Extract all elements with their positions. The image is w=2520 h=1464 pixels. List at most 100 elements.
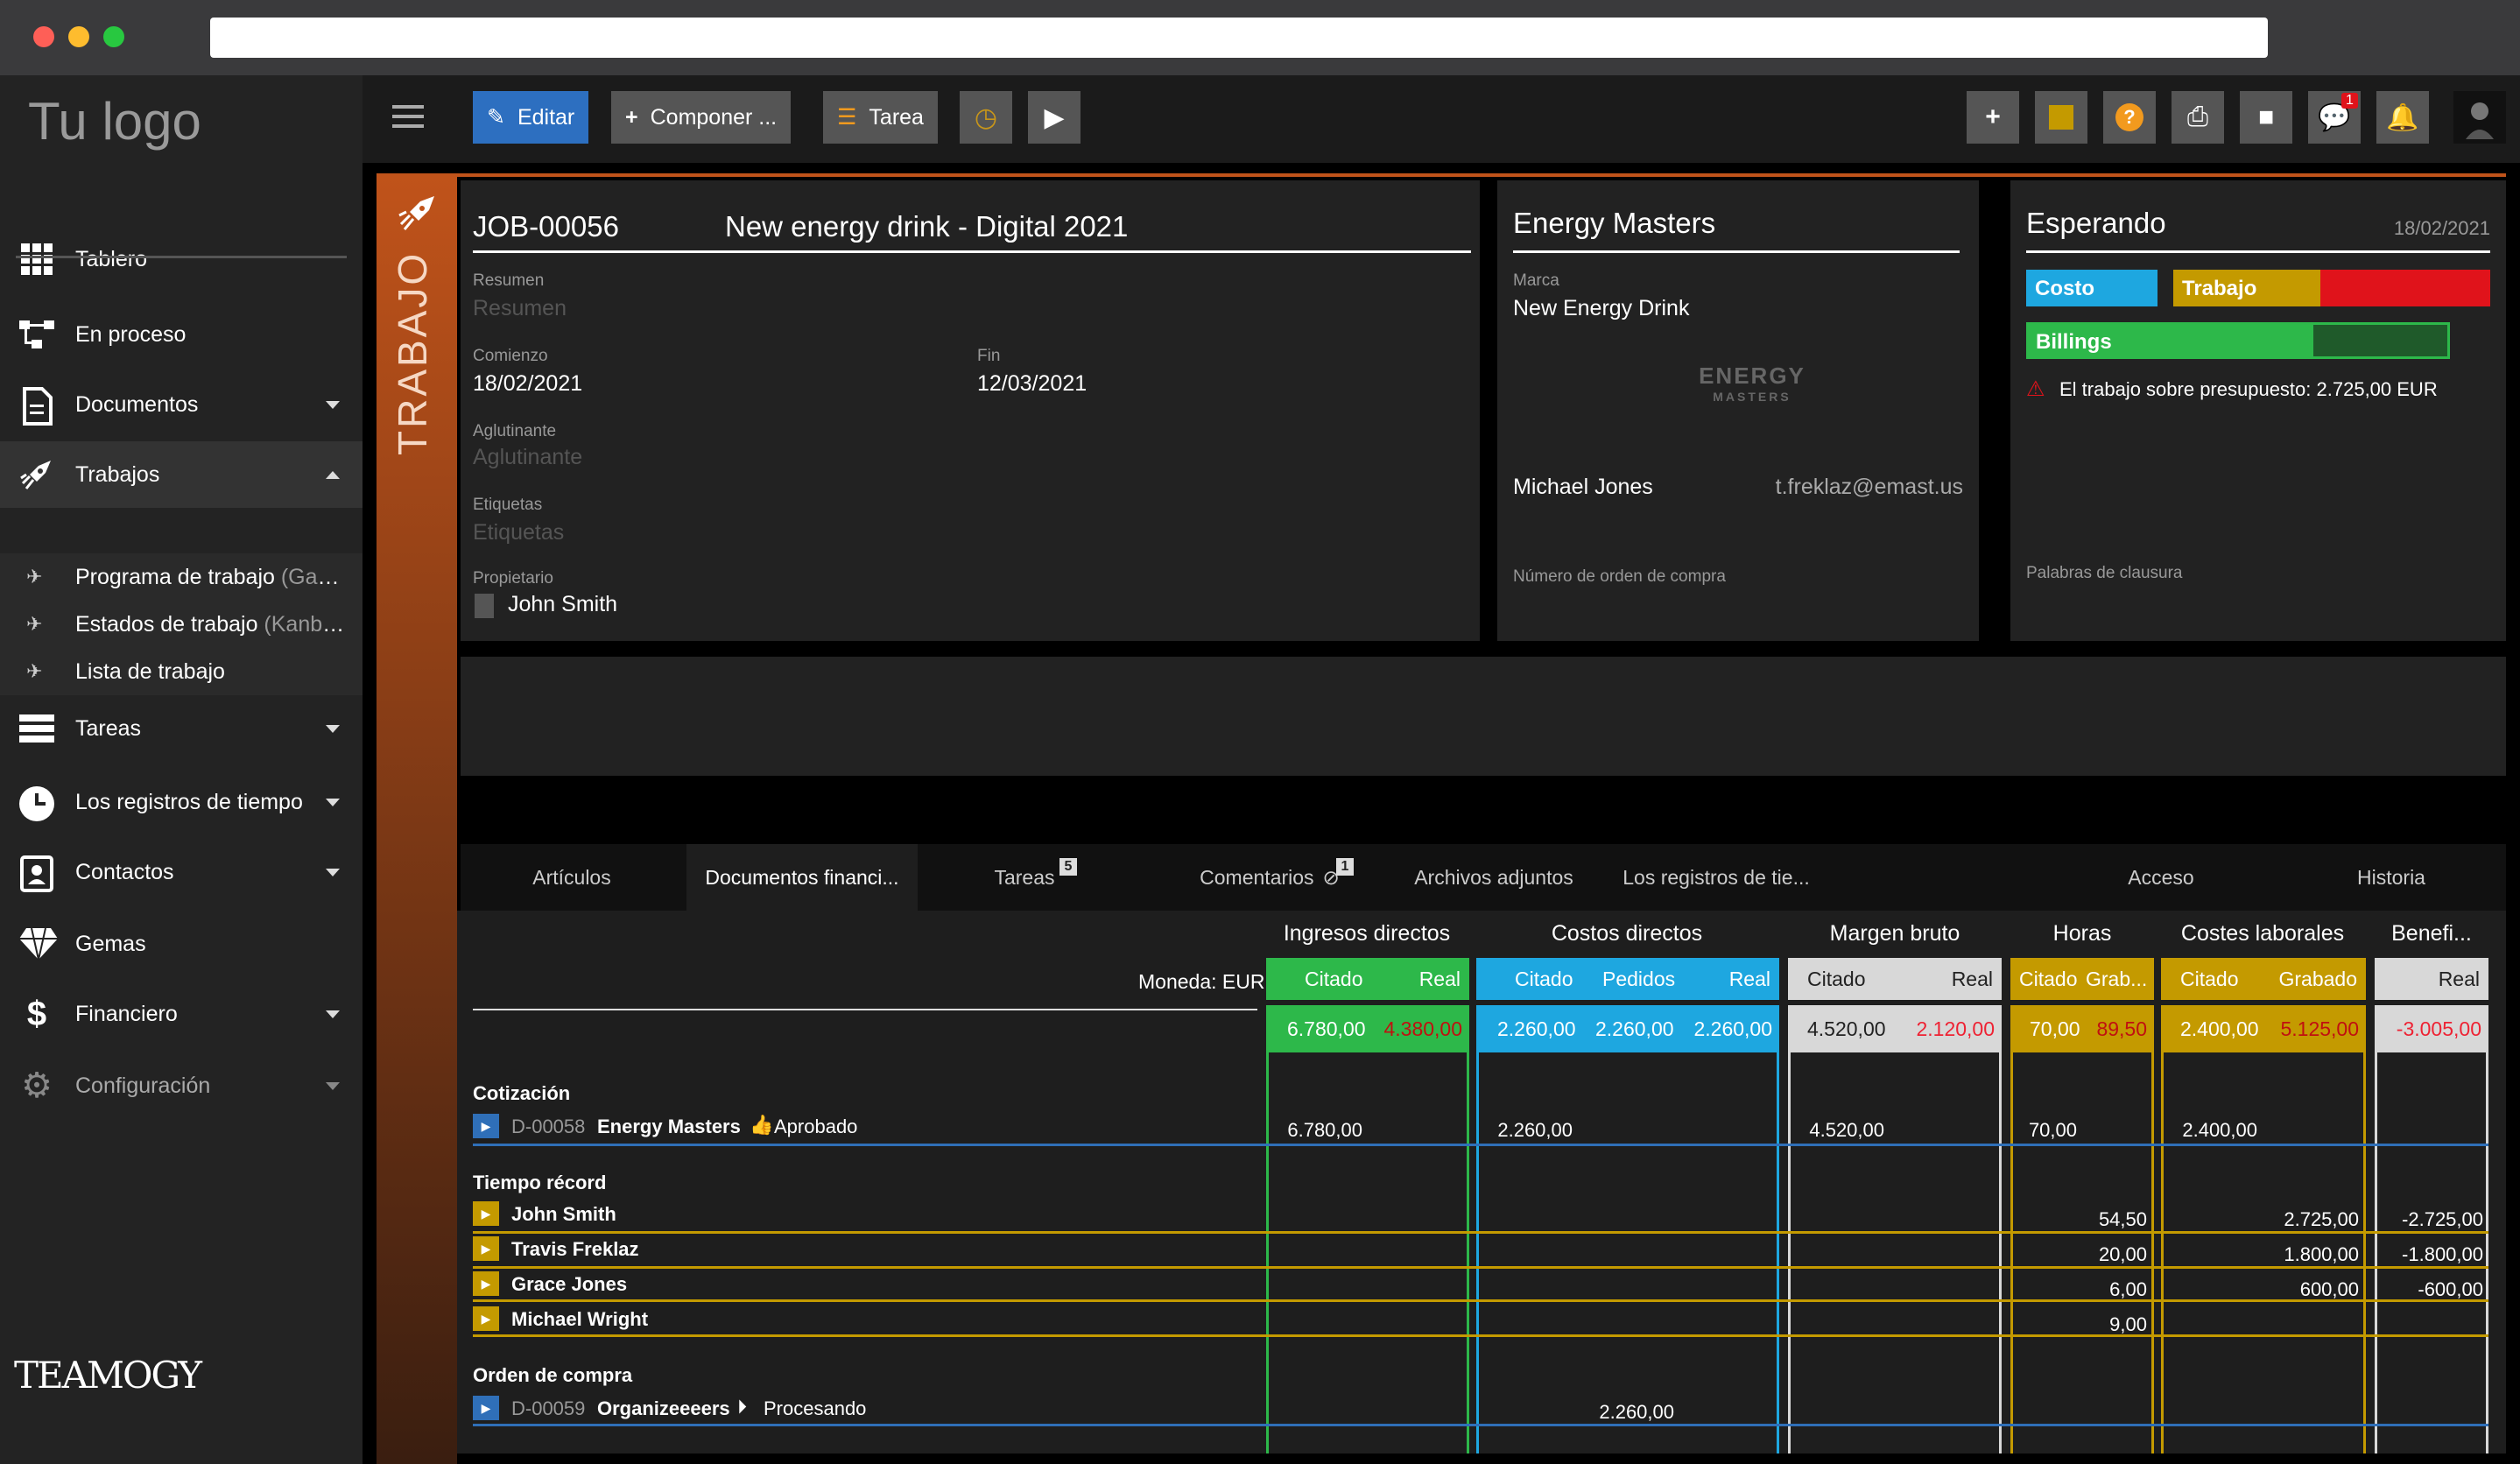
brand-logo: TEAMOGY	[14, 1354, 202, 1397]
sidebar-item-trabajos[interactable]: Trabajos	[0, 441, 363, 508]
clock-icon	[18, 785, 56, 821]
compose-button[interactable]: + Componer ...	[611, 91, 792, 144]
summary-field[interactable]: Resumen	[473, 296, 567, 320]
quote-ingresos: 6.780,00	[1287, 1119, 1362, 1141]
sidebar-item-gemas[interactable]: Gemas	[0, 911, 363, 977]
workflow-icon	[18, 317, 56, 352]
tab-archivos-adjuntos[interactable]: Archivos adjuntos	[1414, 865, 1573, 889]
start-date[interactable]: 18/02/2021	[473, 371, 583, 396]
timer-button[interactable]: ◷	[960, 91, 1012, 144]
sidebar-item-configuracion[interactable]: ⚙ Configuración	[0, 1052, 363, 1119]
totals-margen: 4.520,00 2.120,00	[1788, 1005, 2002, 1052]
sidebar-subitem-lista[interactable]: ✈ Lista de trabajo	[0, 648, 363, 695]
sidebar-item-registros[interactable]: Los registros de tiempo	[0, 769, 363, 835]
expand-arrow-icon[interactable]: ▶	[473, 1396, 499, 1420]
eye-slash-icon: ⊘	[1322, 865, 1340, 889]
quote-client[interactable]: Energy Masters	[597, 1116, 741, 1137]
po-supplier[interactable]: Organizeeeers	[597, 1397, 730, 1419]
address-bar[interactable]	[210, 18, 2268, 58]
person-name[interactable]: Travis Freklaz	[511, 1238, 639, 1260]
job-side-band	[377, 175, 457, 1464]
close-window-button[interactable]	[33, 26, 54, 47]
sidebar-item-financiero[interactable]: $ Financiero	[0, 981, 363, 1047]
status-underline	[2026, 250, 2490, 253]
quote-doc-id[interactable]: D-00058	[511, 1116, 586, 1137]
video-button[interactable]: ■	[2240, 91, 2292, 144]
sidebar-item-contactos[interactable]: Contactos	[0, 839, 363, 905]
pencil-icon: ✎	[487, 105, 505, 130]
cost-indicator[interactable]: Costo	[2026, 270, 2157, 306]
tab-registros-tiempo[interactable]: Los registros de tie...	[1623, 865, 1810, 889]
task-button[interactable]: ☰ Tarea	[823, 91, 938, 144]
notes-button[interactable]	[2035, 91, 2087, 144]
person-name[interactable]: John Smith	[511, 1203, 616, 1225]
expand-arrow-icon[interactable]: ▶	[473, 1114, 499, 1138]
minimize-window-button[interactable]	[68, 26, 89, 47]
clock-icon: ◷	[974, 102, 998, 132]
brand-name[interactable]: New Energy Drink	[1513, 296, 1690, 320]
binder-label: Aglutinante	[473, 422, 557, 440]
sidebar-item-documentos[interactable]: Documentos	[0, 371, 363, 438]
binder-field[interactable]: Aglutinante	[473, 445, 583, 469]
person-labor: 2.725,00	[2284, 1208, 2359, 1230]
sidebar-subitem-programa[interactable]: ✈ Programa de trabajo (Gantt)	[0, 553, 363, 601]
po-doc-id[interactable]: D-00059	[511, 1397, 586, 1419]
col-line	[2161, 1051, 2164, 1453]
sidebar-item-tareas[interactable]: Tareas	[0, 695, 363, 762]
job-title[interactable]: New energy drink - Digital 2021	[725, 210, 1129, 243]
person-hours: 9,00	[2109, 1313, 2147, 1335]
tab-historia[interactable]: Historia	[2357, 865, 2425, 889]
maximize-window-button[interactable]	[103, 26, 124, 47]
closing-words-label: Palabras de clausura	[2026, 564, 2183, 582]
chat-badge: 1	[2341, 93, 2358, 109]
currency-underline	[473, 1009, 1257, 1010]
tab-documentos-financieros[interactable]: Documentos financi...	[686, 844, 918, 911]
toolbar: ✎ Editar + Componer ... ☰ Tarea ◷ ▶ + ? ⎙ ■…	[363, 75, 2520, 163]
edit-button[interactable]: ✎ Editar	[473, 91, 589, 144]
tab-acceso[interactable]: Acceso	[2128, 865, 2194, 889]
sidebar-item-tablero[interactable]: Tablero	[0, 226, 363, 292]
printer-icon: ⎙	[2187, 102, 2208, 131]
tab-tareas[interactable]: Tareas 5	[972, 844, 1077, 911]
client-card: Energy Masters Marca New Energy Drink EN…	[1497, 180, 1979, 641]
hamburger-menu-icon[interactable]	[392, 105, 424, 131]
chevron-down-icon	[326, 799, 340, 806]
print-button[interactable]: ⎙	[2172, 91, 2224, 144]
row-divider	[473, 1144, 2488, 1146]
user-avatar[interactable]	[2453, 91, 2506, 144]
chevron-down-icon	[326, 1082, 340, 1090]
expand-arrow-icon[interactable]: ▶	[473, 1236, 499, 1261]
expand-arrow-icon[interactable]: ▶	[473, 1306, 499, 1331]
col-line	[2486, 1051, 2488, 1453]
sidebar-subitem-estados[interactable]: ✈ Estados de trabajo (Kanban)	[0, 601, 363, 648]
tab-articulos[interactable]: Artículos	[532, 865, 611, 889]
notifications-button[interactable]: 🔔	[2376, 91, 2429, 144]
expand-arrow-icon[interactable]: ▶	[473, 1271, 499, 1296]
status-state[interactable]: Esperando	[2026, 207, 2166, 239]
chat-button[interactable]: 💬 1	[2308, 91, 2361, 144]
app-logo[interactable]: Tu logo	[28, 92, 201, 151]
person-name[interactable]: Grace Jones	[511, 1273, 628, 1295]
subheader-costes-laborales: Citado Grabado	[2161, 958, 2366, 1000]
sidebar-item-en-proceso[interactable]: En proceso	[0, 301, 363, 368]
person-name[interactable]: Michael Wright	[511, 1308, 649, 1330]
end-date[interactable]: 12/03/2021	[977, 371, 1088, 396]
subitem-label: Lista de trabajo	[75, 659, 225, 684]
tab-comentarios[interactable]: Comentarios ⊘ 1	[1165, 844, 1375, 911]
billings-indicator[interactable]: Billings	[2026, 322, 2450, 359]
quote-horas: 70,00	[2028, 1119, 2077, 1141]
contact-email[interactable]: t.freklaz@emast.us	[1775, 475, 1963, 499]
help-button[interactable]: ?	[2103, 91, 2156, 144]
add-button[interactable]: +	[1967, 91, 2019, 144]
play-button[interactable]: ▶	[1028, 91, 1081, 144]
contact-name[interactable]: Michael Jones	[1513, 475, 1653, 499]
tags-field[interactable]: Etiquetas	[473, 520, 565, 545]
owner-name[interactable]: John Smith	[508, 592, 618, 616]
owner-avatar	[475, 594, 494, 618]
work-indicator[interactable]: Trabajo	[2173, 270, 2490, 306]
client-name[interactable]: Energy Masters	[1513, 207, 1716, 239]
expand-arrow-icon[interactable]: ▶	[473, 1201, 499, 1226]
title-underline	[473, 250, 1471, 253]
chevron-up-icon	[326, 471, 340, 479]
